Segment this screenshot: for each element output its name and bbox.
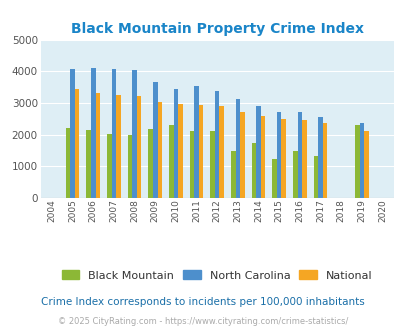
Bar xyxy=(301,120,306,198)
Bar xyxy=(189,131,194,198)
Bar xyxy=(313,155,318,198)
Bar xyxy=(148,129,153,198)
Bar xyxy=(251,143,256,198)
Bar xyxy=(168,125,173,198)
Bar xyxy=(194,85,198,198)
Text: Crime Index corresponds to incidents per 100,000 inhabitants: Crime Index corresponds to incidents per… xyxy=(41,297,364,307)
Bar xyxy=(111,69,116,198)
Bar xyxy=(354,125,359,198)
Text: © 2025 CityRating.com - https://www.cityrating.com/crime-statistics/: © 2025 CityRating.com - https://www.city… xyxy=(58,317,347,326)
Bar xyxy=(230,151,235,198)
Bar xyxy=(86,130,91,198)
Bar xyxy=(322,123,326,198)
Title: Black Mountain Property Crime Index: Black Mountain Property Crime Index xyxy=(70,22,363,36)
Bar xyxy=(116,95,120,198)
Bar xyxy=(318,117,322,198)
Bar xyxy=(214,91,219,198)
Bar xyxy=(235,99,239,198)
Bar xyxy=(107,134,111,198)
Bar xyxy=(239,112,244,198)
Bar xyxy=(256,107,260,198)
Bar xyxy=(281,119,285,198)
Bar xyxy=(297,112,301,198)
Bar xyxy=(66,128,70,198)
Bar xyxy=(75,89,79,198)
Bar xyxy=(363,131,368,198)
Bar xyxy=(70,69,75,198)
Bar xyxy=(292,151,297,198)
Bar xyxy=(210,131,214,198)
Bar xyxy=(153,82,157,198)
Bar xyxy=(95,92,100,198)
Bar xyxy=(198,105,203,198)
Bar xyxy=(128,135,132,198)
Bar xyxy=(173,89,178,198)
Bar xyxy=(272,159,276,198)
Legend: Black Mountain, North Carolina, National: Black Mountain, North Carolina, National xyxy=(62,270,372,280)
Bar xyxy=(178,104,182,198)
Bar xyxy=(91,68,95,198)
Bar xyxy=(219,106,224,198)
Bar xyxy=(260,116,265,198)
Bar xyxy=(359,123,363,198)
Bar xyxy=(136,96,141,198)
Bar xyxy=(276,112,281,198)
Bar xyxy=(157,102,162,198)
Bar xyxy=(132,70,136,198)
